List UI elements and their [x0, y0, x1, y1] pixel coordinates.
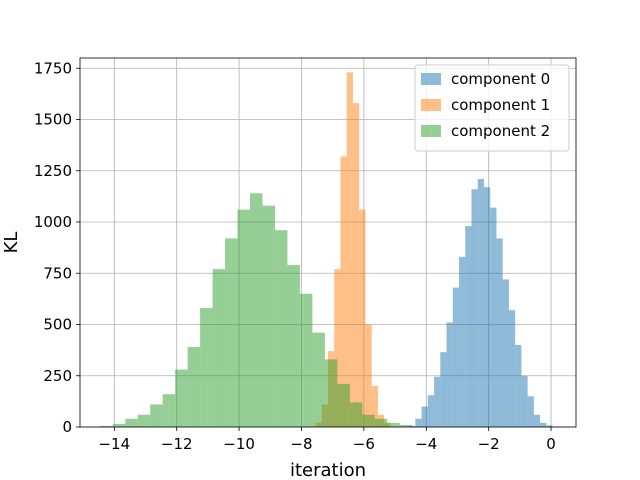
x-tick-label: −10	[223, 435, 255, 453]
histogram-bar	[299, 293, 313, 427]
x-tick-label: −12	[161, 435, 193, 453]
legend-swatch	[421, 125, 441, 137]
histogram-bar	[237, 209, 251, 427]
histogram-bar	[371, 386, 378, 427]
histogram-bar	[365, 324, 372, 427]
legend-label: component 2	[451, 122, 550, 140]
histogram-bar	[212, 269, 226, 427]
series-0	[409, 178, 553, 427]
x-tick-label: −14	[98, 435, 130, 453]
histogram-bar	[540, 422, 547, 427]
histogram-bar	[465, 226, 472, 427]
histogram-bar	[125, 418, 138, 427]
y-tick-label: 250	[43, 367, 72, 385]
histogram-bar	[440, 352, 447, 427]
histogram-bar	[533, 414, 541, 427]
histogram-bar	[162, 394, 176, 427]
plot-frame	[79, 57, 577, 428]
histogram-bar	[150, 404, 163, 427]
histogram-bar	[427, 395, 435, 427]
histogram-bar	[362, 414, 375, 427]
legend-swatch	[421, 99, 441, 111]
histogram-bar	[334, 269, 341, 427]
legend-item: component 1	[421, 96, 550, 114]
histogram-bar	[262, 205, 275, 427]
legend-item: component 2	[421, 122, 550, 140]
histogram-bar	[477, 178, 484, 427]
y-tick-label: 750	[43, 264, 72, 282]
histogram-bar	[346, 72, 353, 427]
histogram-bar	[446, 322, 453, 427]
axis-ticks: −14 −12 −10 −8 −6 −4 −2 0 0 250 500 750 1000 1250 1500…	[34, 59, 556, 453]
legend-swatch	[421, 73, 441, 85]
legend-item: component 0	[421, 70, 550, 88]
histogram-bar	[502, 279, 509, 427]
histogram-bar	[337, 383, 350, 427]
x-tick-label: −2	[478, 435, 500, 453]
legend-label: component 0	[451, 70, 550, 88]
histogram-bar	[421, 406, 428, 427]
histogram-bar	[546, 425, 553, 427]
histogram-bar	[112, 423, 126, 427]
histogram-bar	[359, 209, 366, 427]
legend-label: component 1	[451, 96, 550, 114]
x-tick-label: −4	[415, 435, 437, 453]
histogram-bar	[521, 375, 528, 427]
histogram-bar	[287, 265, 300, 427]
histogram-bar	[374, 418, 388, 427]
histogram-bar	[312, 332, 325, 427]
histogram-bar	[324, 359, 338, 427]
y-axis-label: KL	[1, 232, 22, 254]
y-tick-label: 1000	[34, 213, 72, 231]
x-axis-label: iteration	[290, 460, 366, 480]
histogram-bar	[250, 193, 263, 427]
histogram-bars	[100, 72, 553, 427]
histogram-bar	[483, 187, 491, 427]
histogram-bar	[527, 396, 534, 427]
histogram-bar	[515, 345, 522, 427]
histogram-bar	[496, 238, 503, 427]
x-tick-label: −6	[353, 435, 375, 453]
histogram-bar	[387, 422, 400, 427]
histogram-bar	[187, 347, 201, 427]
histogram-bar	[100, 425, 113, 427]
histogram-bar	[508, 310, 516, 427]
legend: component 0 component 1 component 2	[414, 64, 570, 152]
legend-box	[414, 64, 570, 152]
histogram-bar	[352, 103, 360, 427]
series-2	[100, 193, 413, 427]
histogram-bar	[175, 369, 188, 427]
y-tick-label: 1500	[34, 111, 72, 129]
y-tick-label: 1250	[34, 162, 72, 180]
y-tick-label: 500	[43, 316, 72, 334]
histogram-bar	[459, 256, 466, 427]
histogram-bar	[434, 376, 441, 427]
histogram-bar	[349, 402, 363, 427]
histogram-bar	[200, 308, 213, 427]
histogram-bar	[274, 230, 288, 427]
x-tick-label: −8	[290, 435, 312, 453]
histogram-bar	[471, 189, 478, 427]
histogram-bar	[399, 424, 413, 427]
histogram-bar	[452, 287, 460, 427]
y-tick-label: 0	[62, 418, 72, 436]
histogram-bar	[137, 414, 151, 427]
x-tick-label: 0	[546, 435, 556, 453]
histogram-bar	[225, 238, 238, 427]
histogram-bar	[340, 156, 347, 427]
histogram-bar	[415, 418, 422, 427]
histogram-bar	[490, 207, 497, 427]
y-tick-label: 1750	[34, 59, 72, 77]
